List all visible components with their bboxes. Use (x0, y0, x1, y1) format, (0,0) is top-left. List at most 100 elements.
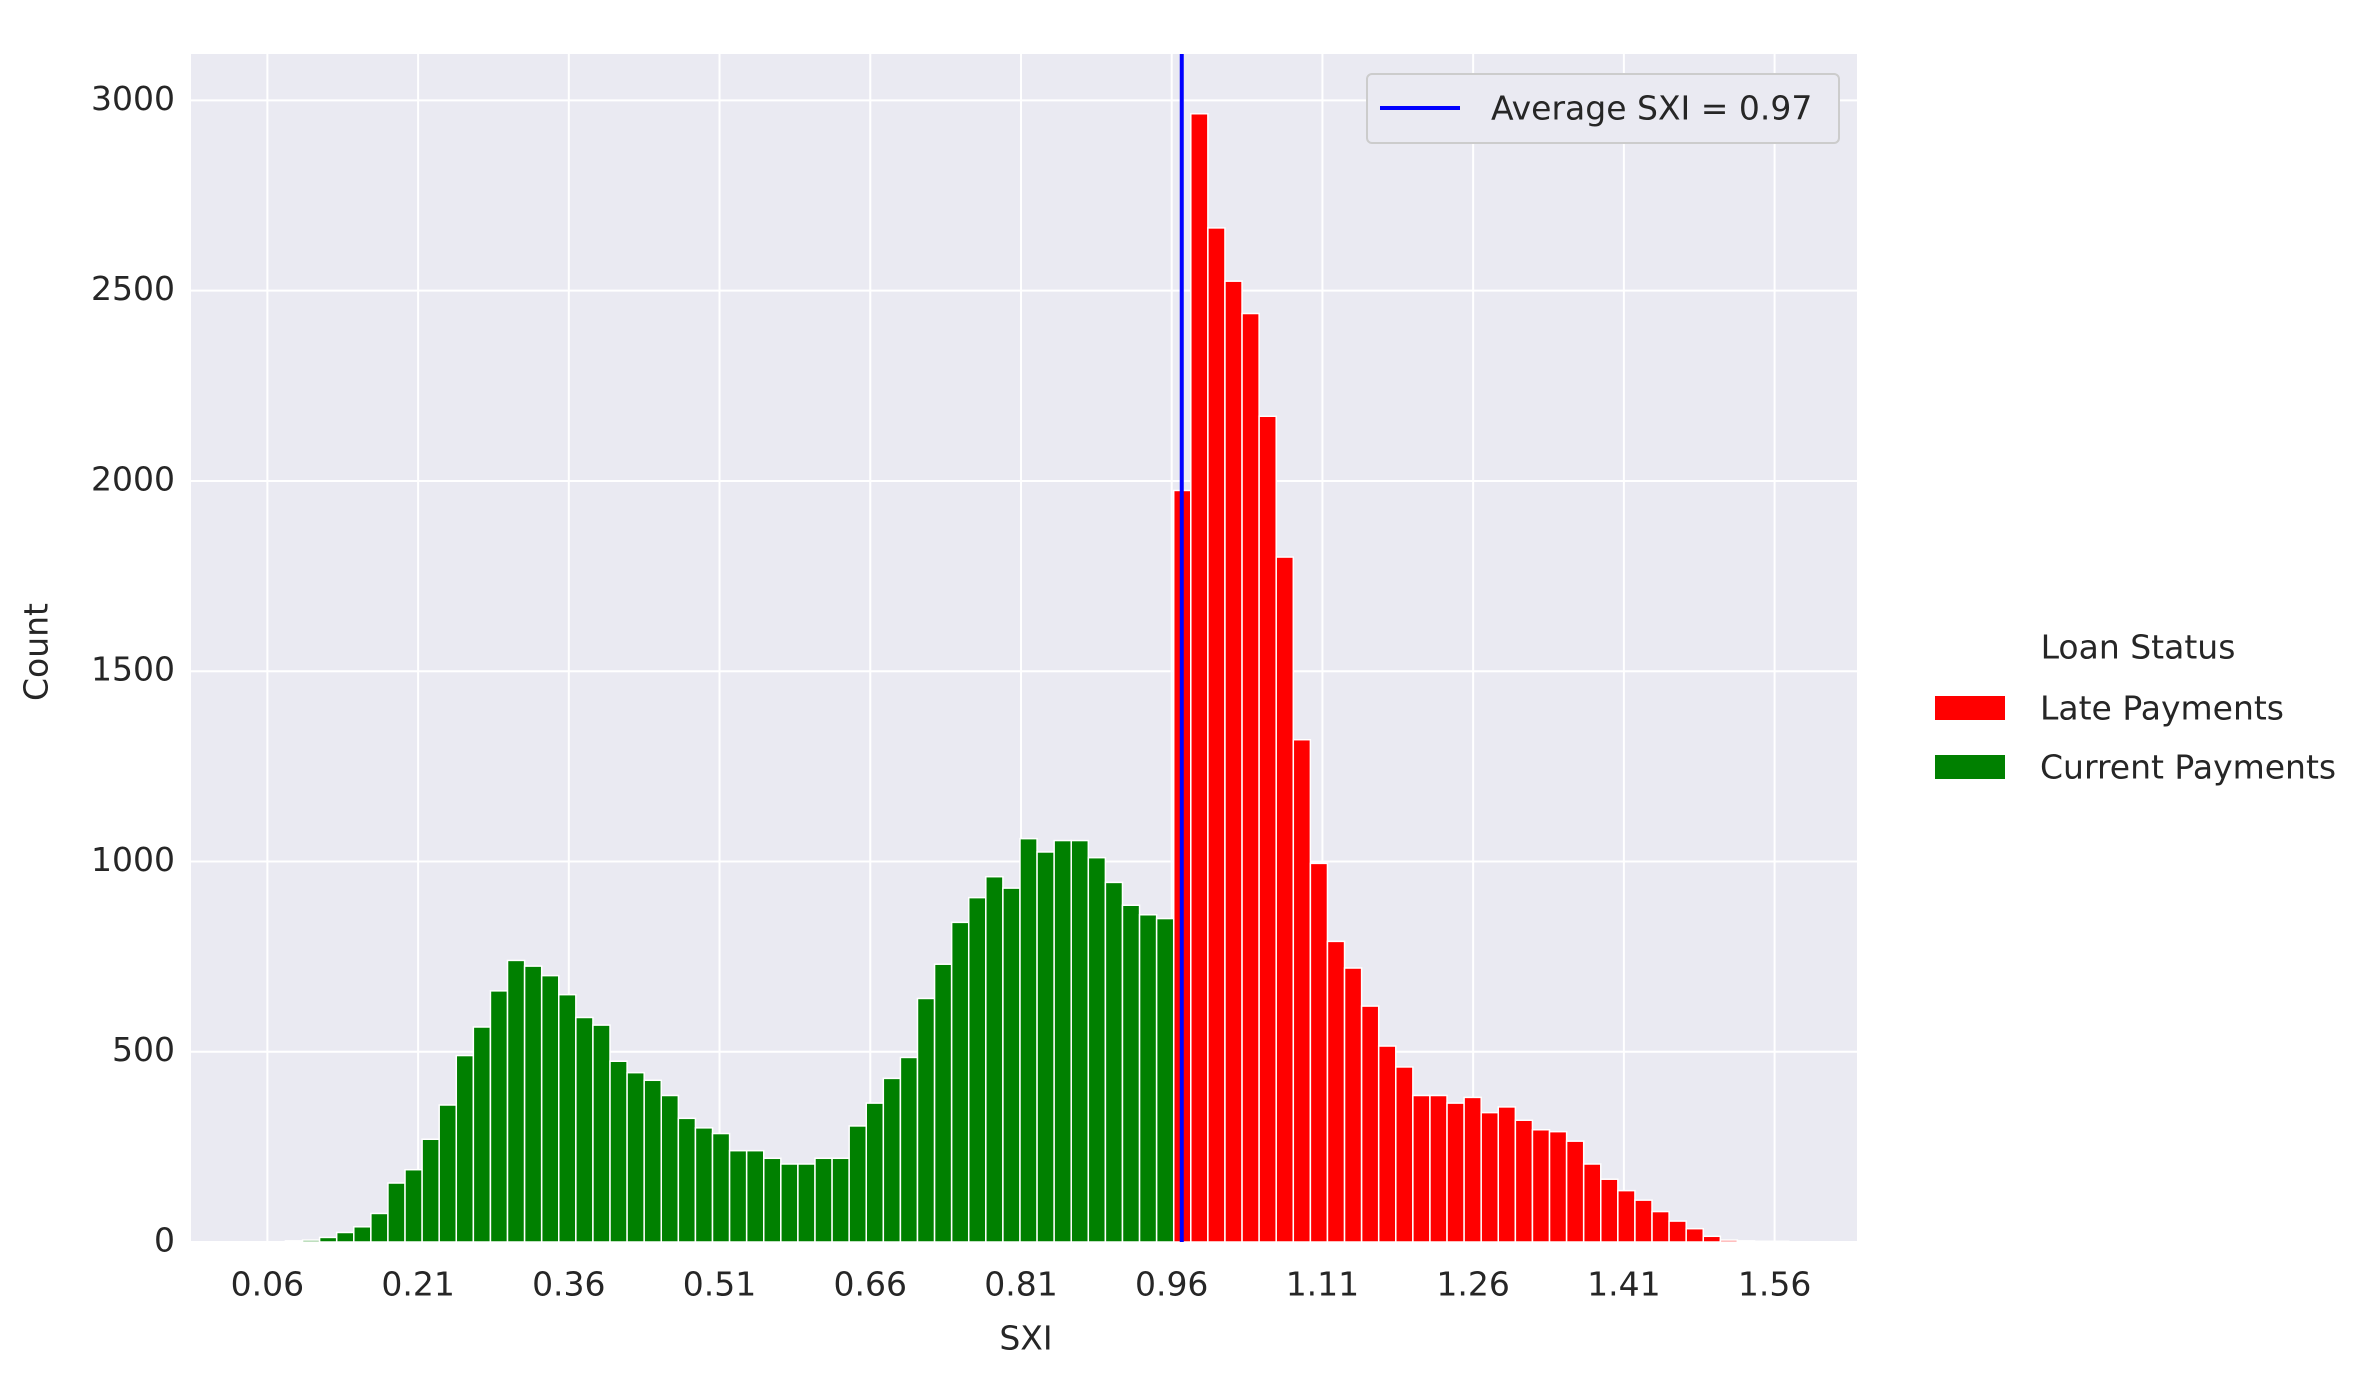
bar (1053, 839, 1072, 1243)
bar (660, 1094, 680, 1243)
bar (1309, 862, 1329, 1243)
bar (763, 1157, 782, 1243)
bar (1087, 856, 1107, 1243)
bar (1275, 556, 1295, 1243)
x-tick-label: 1.41 (1587, 1265, 1660, 1304)
bar (985, 875, 1004, 1243)
y-tick-label: 1000 (91, 840, 175, 879)
bar (1395, 1066, 1414, 1243)
legend-label: Current Payments (2040, 748, 2336, 787)
bar (387, 1182, 406, 1243)
legend-title: Loan Status (2041, 628, 2236, 667)
bar (1036, 851, 1055, 1243)
bar (438, 1104, 458, 1243)
x-tick-label: 0.66 (834, 1265, 907, 1304)
bar (797, 1163, 816, 1243)
bar (1292, 738, 1312, 1243)
bar (1753, 1240, 1773, 1243)
bar (745, 1149, 765, 1243)
legend-swatch (1935, 696, 2005, 720)
bar (1377, 1045, 1397, 1243)
bar (1514, 1119, 1534, 1243)
bar (284, 1240, 304, 1243)
x-tick-label: 0.96 (1135, 1265, 1208, 1304)
bar (1360, 1005, 1380, 1243)
x-tick-label: 0.21 (381, 1265, 454, 1304)
legend-label: Average SXI = 0.97 (1491, 89, 1812, 128)
legend-box (1366, 73, 1840, 144)
x-tick-label: 0.06 (231, 1265, 304, 1304)
bar (318, 1236, 338, 1243)
bar (335, 1231, 355, 1243)
bar (1531, 1128, 1551, 1243)
bar (421, 1138, 440, 1243)
bar (455, 1054, 475, 1243)
bar (1736, 1240, 1756, 1243)
bar (711, 1132, 731, 1243)
bar (1002, 887, 1021, 1243)
y-tick-label: 0 (154, 1221, 175, 1260)
bar (1258, 415, 1277, 1243)
x-tick-label: 0.36 (532, 1265, 605, 1304)
bar (882, 1077, 902, 1243)
bar (1190, 112, 1209, 1243)
bar (609, 1060, 628, 1243)
bar (592, 1024, 611, 1243)
bar (1224, 280, 1243, 1243)
bar (814, 1157, 833, 1243)
bar (643, 1079, 663, 1243)
y-tick-label: 500 (112, 1030, 175, 1069)
bar (950, 921, 970, 1243)
x-tick-label: 1.26 (1436, 1265, 1509, 1304)
bar (933, 963, 953, 1243)
bar (1104, 881, 1124, 1243)
y-tick-label: 2000 (91, 459, 175, 498)
x-tick-label: 1.56 (1738, 1265, 1811, 1304)
bar (1343, 967, 1363, 1243)
bar (1138, 913, 1158, 1243)
bar (831, 1157, 850, 1243)
bar (1668, 1220, 1687, 1243)
bar (1463, 1096, 1482, 1243)
bar (1019, 837, 1038, 1243)
legend-swatch (1935, 755, 2005, 779)
y-axis-label: Count (17, 603, 56, 701)
bar (1685, 1227, 1705, 1243)
bar (575, 1016, 594, 1243)
bar (489, 990, 509, 1243)
x-tick-label: 0.51 (683, 1265, 756, 1304)
bar (472, 1026, 492, 1243)
bar (404, 1168, 423, 1243)
bar (967, 896, 987, 1243)
bar (1480, 1111, 1500, 1243)
bar (694, 1127, 714, 1243)
legend-label: Late Payments (2040, 689, 2284, 728)
bar (848, 1125, 867, 1243)
bar (558, 993, 577, 1243)
bar (1617, 1189, 1636, 1243)
bar (1429, 1094, 1448, 1243)
bar (626, 1071, 645, 1243)
bar (370, 1212, 389, 1243)
bar (1565, 1140, 1585, 1243)
y-tick-label: 2500 (91, 269, 175, 308)
bar (1600, 1178, 1619, 1243)
bar (780, 1163, 799, 1243)
bar (301, 1239, 321, 1243)
bar (1582, 1163, 1602, 1243)
bar (1241, 312, 1260, 1243)
bar (1702, 1235, 1722, 1243)
bar (353, 1226, 372, 1243)
x-axis-label: SXI (999, 1319, 1052, 1358)
bar (1548, 1130, 1568, 1243)
bar (523, 965, 543, 1243)
bar (728, 1149, 748, 1243)
bar (1497, 1106, 1517, 1243)
bar (1155, 917, 1175, 1243)
bar (1207, 227, 1226, 1243)
bar (916, 997, 936, 1243)
x-tick-label: 1.11 (1286, 1265, 1359, 1304)
bar (1326, 940, 1346, 1243)
bar (1121, 904, 1141, 1243)
